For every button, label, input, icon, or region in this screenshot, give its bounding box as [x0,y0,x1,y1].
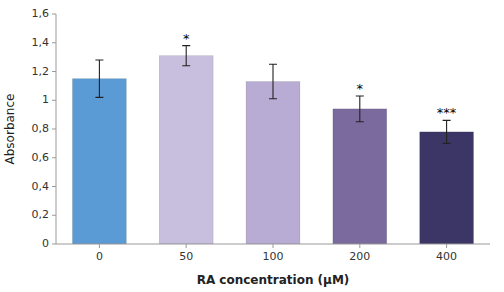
bar [420,132,474,244]
error-bar [95,60,103,97]
y-tick-label: 1,2 [32,65,50,78]
y-axis: 0 0,2 0,4 0,6 0,8 1 1,2 1,4 1,6 [32,7,57,250]
x-tick-label: 50 [179,250,193,263]
y-tick [52,215,56,216]
y-tick [52,42,56,43]
x-tick-label: 200 [349,250,370,263]
y-tick-label: 1,4 [32,36,50,49]
y-tick-label: 0,6 [32,151,50,164]
y-tick [52,14,56,15]
y-tick [52,100,56,101]
y-tick-label: 1,6 [32,7,50,20]
error-bar-line [443,120,451,143]
error-bar-line [95,60,103,97]
error-bar-line [182,46,190,66]
error-bar [356,96,364,122]
error-bar-line [356,96,364,122]
x-axis-label: RA concentration (μM) [197,273,350,287]
y-tick-label: 0,2 [32,208,50,221]
bar [246,82,300,244]
x-tick [273,244,274,248]
y-tick [52,244,56,245]
x-axis: 0 50 100 200 400 [56,244,490,263]
annotations: ***** [183,31,457,121]
x-tick [446,244,447,248]
error-bar [443,120,451,143]
bar [72,79,126,244]
y-axis-label: Absorbance [3,94,17,165]
y-tick-label: 0,4 [32,180,50,193]
y-tick [52,71,56,72]
chart: *****00,20,40,60,811,21,41,6050100200400… [0,0,504,292]
x-tick-label: 400 [436,250,457,263]
y-tick [52,157,56,158]
y-tick-label: 0 [42,237,49,250]
x-tick [359,244,360,248]
error-bar [182,46,190,66]
annotation: * [183,31,190,46]
y-tick-label: 0,8 [32,122,50,135]
x-tick-label: 0 [96,250,103,263]
y-tick-label: 1 [42,93,49,106]
plot-area [72,46,473,244]
x-tick [186,244,187,248]
bar [333,109,387,244]
y-tick [52,186,56,187]
annotation: *** [437,105,457,120]
error-bar-line [269,64,277,99]
x-tick-label: 100 [263,250,284,263]
bar [159,56,213,244]
x-tick [99,244,100,248]
annotation: * [357,81,364,96]
y-tick [52,129,56,130]
error-bar [269,64,277,99]
